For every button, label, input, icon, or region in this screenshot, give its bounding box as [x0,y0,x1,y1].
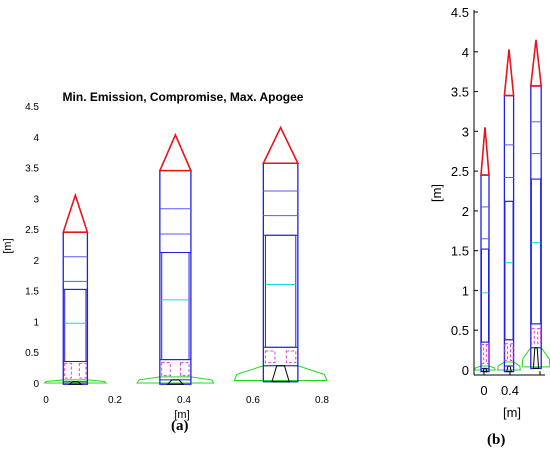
tank-box [264,350,276,364]
rocket-group [474,39,550,373]
y-tick-label: 4.5 [451,5,469,20]
rocket-max-apogee [521,39,550,370]
nozzle [532,347,540,369]
nozzle [166,379,185,385]
panel-b: 00.511.522.533.544.5 0 0.4 [m] [m] [429,5,550,420]
tank-box [480,344,485,365]
rocket-compromise [136,132,215,385]
y-tick-label: 0 [33,379,39,390]
rocket-min-emission [474,127,496,373]
y-tick-label: 2 [33,256,39,267]
motor-casing [161,252,190,361]
y-axis-ticks: 0 0.5 1 1.5 2 2.5 3 3.5 4 4.5 [451,5,478,378]
tank-box [485,344,490,365]
body-outline [262,162,299,383]
nose-cone [480,127,490,176]
fin-outline [521,347,550,368]
body-outline [503,94,515,373]
motor-casing [530,178,542,325]
y-axis-label: [m] [429,184,444,202]
x-tick-label: 0.4 [501,383,519,398]
tank-box [510,343,514,361]
nozzle [67,381,83,385]
y-axis-ticks: 0 0.5 1 1.5 2 2.5 3 3.5 4 4.5 [25,102,39,390]
x-axis-label: [m] [174,409,189,421]
y-tick-label: 3.5 [25,164,39,175]
motor-casing [264,234,297,348]
nose-cone [158,132,193,172]
tank-box [179,362,190,377]
rocket-group [43,125,328,385]
tank-box [78,362,87,379]
x-tick-label: 0.8 [315,395,329,406]
nose-cone [62,192,89,233]
motor-casing [64,288,87,362]
motor-casing [504,200,514,341]
nozzle [271,365,290,383]
x-tick-label: 0.6 [246,395,260,406]
nose-cone [262,125,300,165]
y-tick-label: 3 [462,124,469,139]
y-tick-label: 4 [33,133,39,144]
chart-title: Min. Emission, Compromise, Max. Apogee [63,90,304,104]
caption-a: (a) [171,418,189,434]
body-outline [530,85,542,370]
motor-casing [480,248,490,343]
x-tick-label: 0.2 [108,395,122,406]
y-tick-label: 0 [462,363,469,378]
tank-box [64,362,72,379]
y-tick-label: 2 [462,204,469,219]
tank-box [161,362,171,377]
caption-b: (b) [487,432,506,448]
x-tick-label: 0 [43,395,49,406]
y-tick-label: 1.5 [451,244,469,259]
nose-cone [529,39,543,87]
y-axis-label: [m] [2,238,14,253]
x-axis-label: [m] [503,405,521,420]
y-tick-label: 0.5 [451,323,469,338]
fin-outline [233,365,328,382]
y-tick-label: 1 [33,317,39,328]
y-tick-label: 1.5 [25,287,39,298]
y-tick-label: 3.5 [451,85,469,100]
x-axis-ticks: 0 0.2 0.4 0.6 0.8 [43,395,329,406]
x-tick-label: 0.4 [177,395,191,406]
y-tick-label: 4.5 [25,102,39,113]
y-tick-label: 0.5 [25,348,39,359]
tank-box [285,350,297,364]
y-tick-label: 4 [462,45,469,60]
rocket-max-apogee [233,125,328,383]
y-tick-label: 2.5 [451,164,469,179]
panel-a: Min. Emission, Compromise, Max. Apogee 0… [2,90,329,421]
tank-box [504,343,508,361]
rocket-min-emission [43,192,108,385]
rocket-compromise [497,49,521,373]
body-outline [159,169,192,385]
x-axis-ticks: 0 0.4 [480,371,541,398]
nozzle [482,367,488,373]
x-tick-label: 0 [480,383,487,398]
tank-box [537,328,542,345]
y-tick-label: 3 [33,194,39,205]
y-tick-label: 2.5 [25,225,39,236]
y-tick-label: 1 [462,283,469,298]
nozzle [506,365,512,373]
tank-box [530,328,535,345]
nose-cone [503,49,515,97]
